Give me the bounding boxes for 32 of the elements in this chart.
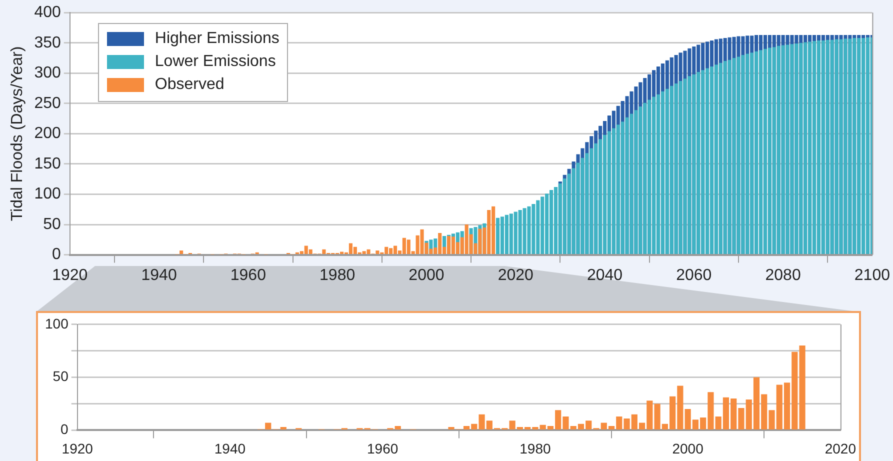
legend-label: Higher Emissions [154,30,280,48]
y-tick-label: 0 [60,421,69,438]
y-axis-title: Tidal Floods (Days/Year) [9,46,26,222]
y-tick-label: 400 [34,4,61,22]
x-tick-label: 2000 [672,440,704,456]
x-tick-label: 2000 [408,266,444,284]
y-tick-label: 50 [52,368,69,384]
x-tick-label: 2040 [586,266,623,284]
x-tick-label: 1940 [214,440,246,456]
x-tick-label: 2020 [824,440,856,456]
x-tick-label: 1960 [367,440,398,456]
y-tick-label: 150 [34,155,61,172]
legend-label: Observed [154,76,224,94]
x-tick-label: 2020 [498,266,534,284]
y-tick-label: 0 [52,246,61,264]
x-tick-label: 1920 [62,440,94,456]
x-tick-label: 1920 [52,266,88,284]
y-tick-label: 300 [34,64,61,82]
y-tick-label: 100 [34,186,61,203]
x-tick-label: 1940 [141,266,177,284]
y-tick-label: 250 [34,94,61,112]
y-tick-label: 50 [43,216,61,233]
x-tick-label: 2060 [676,266,712,284]
legend-label: Lower Emissions [154,53,276,72]
x-tick-label: 1980 [320,266,356,284]
x-tick-label: 2080 [765,266,801,284]
x-tick-label: 2100 [854,266,890,284]
y-tick-label: 100 [45,315,69,332]
x-tick-label: 1980 [520,440,551,456]
x-tick-label: 1960 [230,266,266,284]
y-tick-label: 200 [34,125,61,142]
y-tick-label: 350 [34,34,61,52]
